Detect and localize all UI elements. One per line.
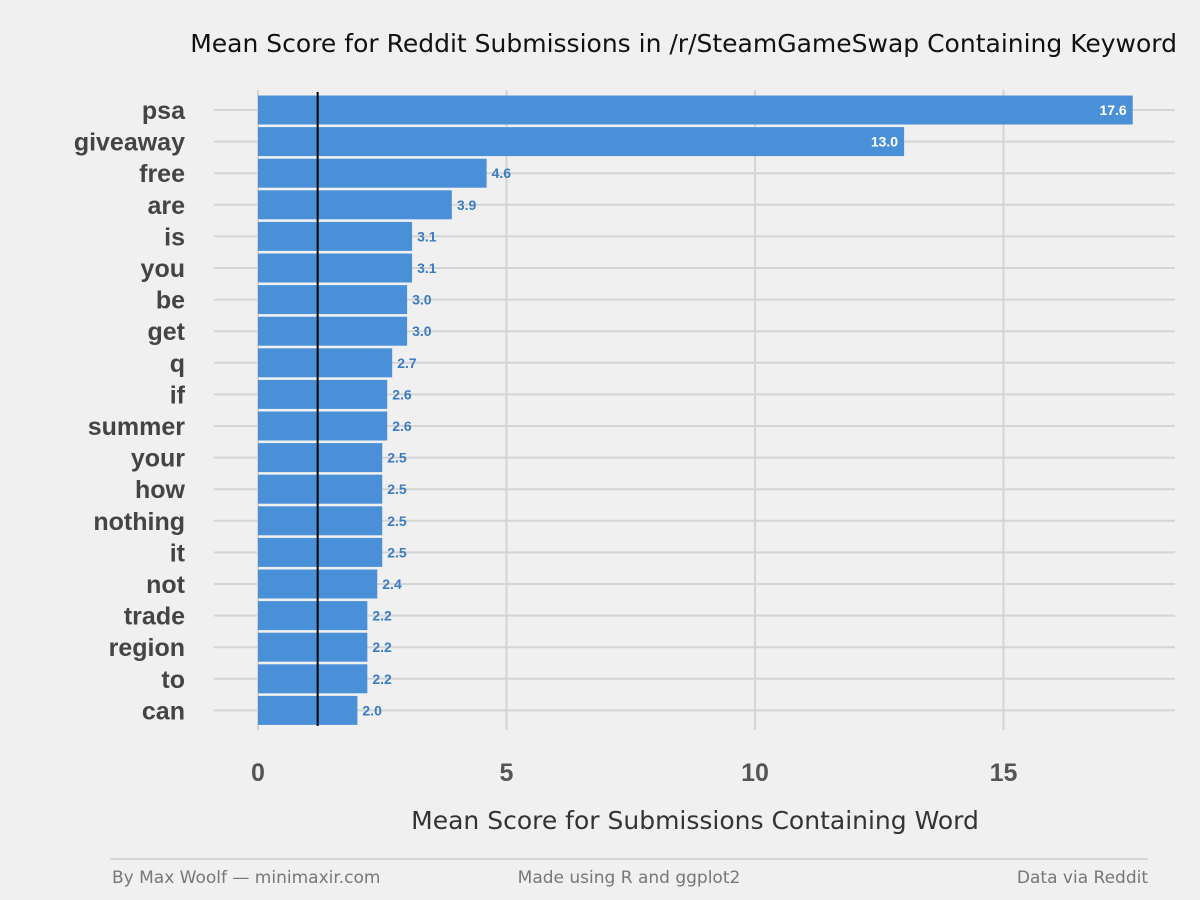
bar-your xyxy=(258,443,383,473)
data-label-giveaway: 13.0 xyxy=(871,134,898,150)
x-tick-label: 0 xyxy=(251,759,265,787)
bar-get xyxy=(258,316,408,346)
y-tick-label-can: can xyxy=(142,697,185,725)
data-label-to: 2.2 xyxy=(372,671,392,687)
y-tick-label-trade: trade xyxy=(124,603,185,631)
x-axis-tick-labels: 0 5 10 15 xyxy=(251,759,1017,787)
y-tick-label-summer: summer xyxy=(88,413,186,441)
bar-you xyxy=(258,253,413,283)
footer-source: Data via Reddit xyxy=(1017,868,1148,888)
y-axis-tick-labels: psa giveaway free are is you be get q if summer you… xyxy=(74,97,186,725)
data-label-free: 4.6 xyxy=(492,165,512,181)
x-tick-label: 10 xyxy=(741,759,769,787)
bar-be xyxy=(258,285,408,315)
bar-how xyxy=(258,474,383,504)
x-tick-label: 15 xyxy=(990,759,1018,787)
data-label-how: 2.5 xyxy=(387,481,407,497)
x-tick-label: 5 xyxy=(500,759,514,787)
data-label-summer: 2.6 xyxy=(392,418,412,434)
data-label-nothing: 2.5 xyxy=(387,513,407,529)
y-tick-label-you: you xyxy=(141,255,185,283)
data-label-is: 3.1 xyxy=(417,228,437,244)
y-tick-label-nothing: nothing xyxy=(93,508,185,536)
y-tick-label-giveaway: giveaway xyxy=(74,129,185,157)
y-tick-label-if: if xyxy=(170,381,186,409)
bar-region xyxy=(258,632,368,662)
data-label-your: 2.5 xyxy=(387,450,407,466)
x-axis-label: Mean Score for Submissions Containing Wo… xyxy=(411,806,979,835)
data-label-trade: 2.2 xyxy=(372,608,392,624)
chart-title: Mean Score for Reddit Submissions in /r/… xyxy=(190,29,1177,58)
data-label-layer: 17.6 13.0 4.6 3.9 3.1 3.1 3.0 3.0 2.7 2.6 2.6 2.5 2.… xyxy=(362,102,1127,718)
y-tick-label-q: q xyxy=(170,350,185,378)
bar-can xyxy=(258,695,358,725)
data-label-get: 3.0 xyxy=(412,323,432,339)
footer-credit: By Max Woolf — minimaxir.com xyxy=(112,868,381,888)
data-label-you: 3.1 xyxy=(417,260,437,276)
bar-summer xyxy=(258,411,388,441)
bar-q xyxy=(258,348,393,378)
data-label-are: 3.9 xyxy=(457,197,477,213)
y-tick-label-free: free xyxy=(139,160,185,188)
y-tick-label-it: it xyxy=(170,539,186,567)
footer-tool: Made using R and ggplot2 xyxy=(518,868,741,888)
data-label-region: 2.2 xyxy=(372,639,392,655)
y-tick-label-your: your xyxy=(131,445,185,473)
y-tick-label-be: be xyxy=(156,287,185,315)
data-label-can: 2.0 xyxy=(362,702,382,718)
bar-nothing xyxy=(258,506,383,536)
bar-is xyxy=(258,221,413,251)
data-label-if: 2.6 xyxy=(392,386,412,402)
y-tick-label-psa: psa xyxy=(142,97,186,125)
data-label-q: 2.7 xyxy=(397,355,417,371)
y-tick-label-not: not xyxy=(146,571,186,599)
bar-if xyxy=(258,379,388,409)
y-tick-label-get: get xyxy=(148,318,186,346)
bar-it xyxy=(258,537,383,567)
bar-giveaway xyxy=(258,127,905,157)
bar-trade xyxy=(258,601,368,631)
bar-are xyxy=(258,190,452,220)
y-tick-label-are: are xyxy=(147,192,185,220)
data-label-psa: 17.6 xyxy=(1099,102,1126,118)
bar-layer xyxy=(258,95,1133,725)
data-label-not: 2.4 xyxy=(382,576,402,592)
y-tick-label-how: how xyxy=(135,476,186,504)
bar-free xyxy=(258,158,487,188)
data-label-be: 3.0 xyxy=(412,292,432,308)
y-tick-label-region: region xyxy=(109,634,185,662)
bar-psa xyxy=(258,95,1133,125)
bar-to xyxy=(258,664,368,694)
y-tick-label-is: is xyxy=(164,223,185,251)
y-tick-label-to: to xyxy=(161,666,185,694)
data-label-it: 2.5 xyxy=(387,544,407,560)
